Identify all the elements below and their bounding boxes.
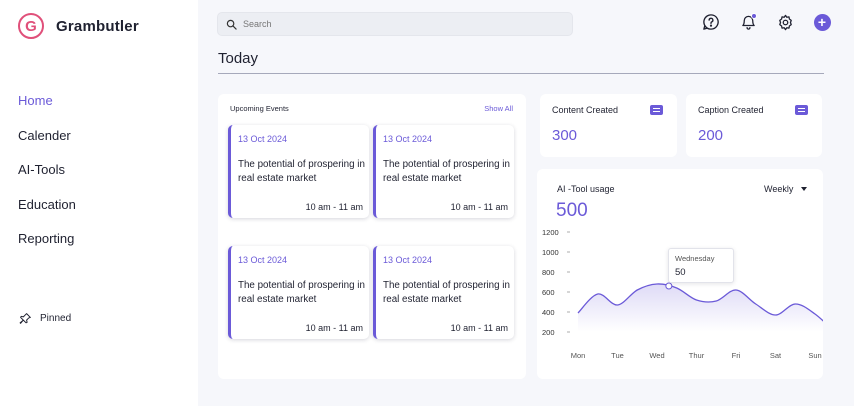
search-input[interactable] bbox=[243, 19, 543, 29]
help-button[interactable] bbox=[702, 13, 720, 31]
x-tick-label: Wed bbox=[649, 351, 664, 360]
sidebar-item-calender[interactable]: Calender bbox=[18, 127, 71, 143]
tooltip-value: 50 bbox=[675, 267, 686, 278]
event-time: 10 am - 11 am bbox=[450, 202, 508, 212]
hover-point bbox=[665, 282, 673, 290]
notification-badge bbox=[751, 13, 757, 19]
x-tick-label: Thur bbox=[689, 351, 705, 360]
y-tick-label: 200 bbox=[542, 328, 555, 337]
events-title: Upcoming Events bbox=[230, 104, 289, 113]
pin-icon bbox=[19, 313, 31, 324]
sidebar: G Grambutler Home Calender AI-Tools Educ… bbox=[0, 0, 198, 406]
series-line bbox=[577, 283, 823, 322]
period-select-value: Weekly bbox=[764, 184, 794, 194]
event-date: 13 Oct 2024 bbox=[383, 255, 433, 265]
events-header: Upcoming Events Show All bbox=[230, 104, 513, 113]
sidebar-item-home[interactable]: Home bbox=[18, 93, 53, 108]
y-tick-label: 600 bbox=[542, 288, 555, 297]
upcoming-events-panel: Upcoming Events Show All 13 Oct 2024 The… bbox=[218, 94, 526, 379]
y-tick-label: 800 bbox=[542, 268, 555, 277]
chart-total: 500 bbox=[556, 200, 588, 221]
sidebar-nav: Home Calender AI-Tools Education Reporti… bbox=[18, 92, 76, 265]
y-tick-label: 1200 bbox=[542, 228, 559, 237]
event-time: 10 am - 11 am bbox=[305, 202, 363, 212]
event-title: The potential of prospering in real esta… bbox=[238, 280, 365, 305]
event-card[interactable]: 13 Oct 2024 The potential of prospering … bbox=[228, 125, 369, 218]
x-tick-label: Mon bbox=[571, 351, 586, 360]
plus-icon: + bbox=[813, 13, 831, 31]
settings-button[interactable] bbox=[776, 13, 794, 31]
show-all-link[interactable]: Show All bbox=[484, 104, 513, 113]
event-card[interactable]: 13 Oct 2024 The potential of prospering … bbox=[373, 246, 514, 339]
area-fill bbox=[578, 283, 823, 332]
help-icon bbox=[703, 14, 719, 30]
event-title: The potential of prospering in real esta… bbox=[238, 159, 365, 184]
gear-icon bbox=[778, 14, 792, 30]
bell-icon bbox=[741, 15, 755, 30]
event-title: The potential of prospering in real esta… bbox=[383, 159, 510, 184]
x-tick-label: Sun bbox=[808, 351, 821, 360]
x-tick-label: Sat bbox=[770, 351, 782, 360]
caption-icon bbox=[795, 105, 808, 115]
chevron-down-icon bbox=[801, 187, 808, 191]
period-select[interactable]: Weekly bbox=[764, 184, 808, 194]
page-title: Today bbox=[218, 50, 259, 67]
sidebar-item-reporting[interactable]: Reporting bbox=[18, 231, 75, 246]
pinned-label: Pinned bbox=[40, 313, 72, 324]
logo[interactable]: G Grambutler bbox=[18, 13, 139, 39]
content-created-value: 300 bbox=[552, 127, 578, 144]
sidebar-item-ai-tools[interactable]: AI-Tools bbox=[18, 162, 65, 177]
search-icon bbox=[226, 19, 237, 30]
document-icon bbox=[650, 105, 663, 115]
y-tick-label: 1000 bbox=[542, 248, 559, 257]
caption-created-card: Caption Created 200 bbox=[686, 94, 822, 157]
x-tick-label: Tue bbox=[611, 351, 624, 360]
app-name: Grambutler bbox=[56, 17, 139, 35]
event-date: 13 Oct 2024 bbox=[238, 255, 288, 265]
content-created-card: Content Created 300 bbox=[540, 94, 677, 157]
event-time: 10 am - 11 am bbox=[305, 323, 363, 333]
header-actions: + bbox=[702, 13, 831, 31]
content-created-label: Content Created bbox=[552, 105, 619, 115]
event-date: 13 Oct 2024 bbox=[238, 134, 288, 144]
chart-tooltip: Wednesday 50 bbox=[668, 248, 734, 283]
add-button[interactable]: + bbox=[813, 13, 831, 31]
sidebar-item-pinned[interactable]: Pinned bbox=[19, 312, 71, 325]
tooltip-label: Wednesday bbox=[675, 254, 715, 263]
event-date: 13 Oct 2024 bbox=[383, 134, 433, 144]
ai-tool-usage-card: 1200 1000 800 600 400 200 Mon Tue Wed Thur Fri Sat S… bbox=[537, 169, 823, 379]
x-tick-label: Fri bbox=[732, 351, 741, 360]
caption-created-label: Caption Created bbox=[698, 105, 764, 115]
caption-created-value: 200 bbox=[698, 127, 724, 144]
chart-title: AI -Tool usage bbox=[557, 184, 615, 194]
y-tick-label: 400 bbox=[542, 308, 555, 317]
event-title: The potential of prospering in real esta… bbox=[383, 280, 510, 305]
event-card[interactable]: 13 Oct 2024 The potential of prospering … bbox=[373, 125, 514, 218]
event-card[interactable]: 13 Oct 2024 The potential of prospering … bbox=[228, 246, 369, 339]
notifications-button[interactable] bbox=[739, 13, 757, 31]
title-divider bbox=[218, 73, 824, 74]
sidebar-item-education[interactable]: Education bbox=[18, 196, 76, 212]
event-time: 10 am - 11 am bbox=[450, 323, 508, 333]
usage-chart: 1200 1000 800 600 400 200 Mon Tue Wed Thur Fri Sat S… bbox=[542, 228, 823, 360]
search-bar[interactable] bbox=[217, 12, 573, 36]
logo-icon: G bbox=[18, 13, 44, 39]
